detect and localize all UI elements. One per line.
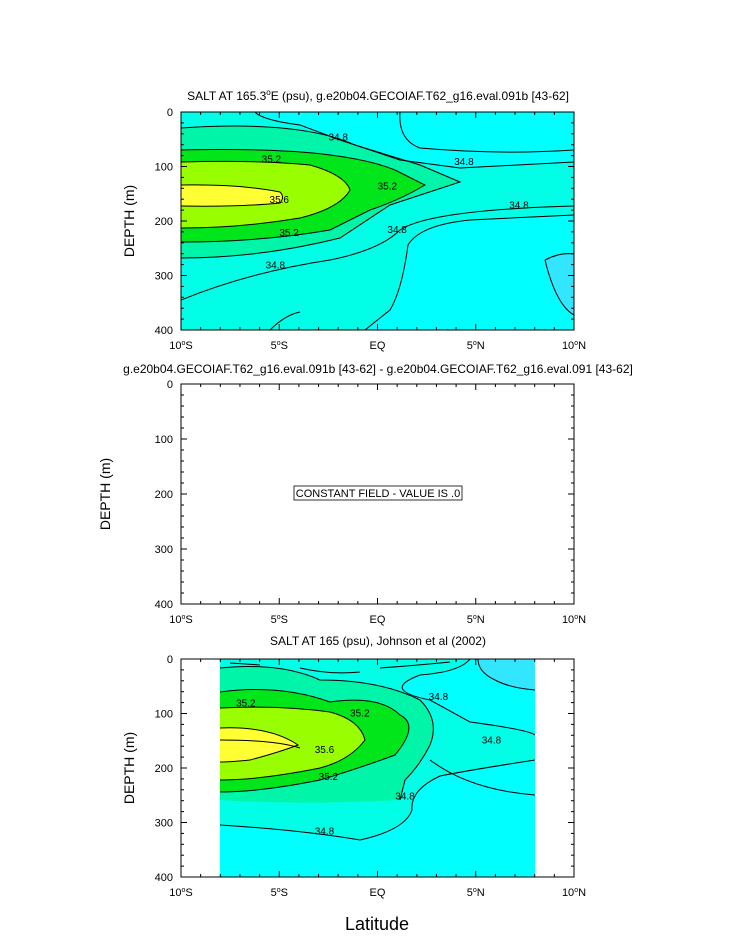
x-tick-label: 10oN — [562, 614, 586, 626]
y-tick-label: 100 — [155, 434, 173, 446]
y-tick-label: 0 — [167, 654, 173, 666]
y-tick-label: 300 — [155, 544, 173, 556]
panel1-ylabel: DEPTH (m) — [121, 185, 137, 257]
y-tick-label: 100 — [155, 709, 173, 721]
panel1-contour-labels: 34.8 35.2 34.8 35.6 35.2 34.8 35.2 34.8 34.8 — [262, 133, 529, 272]
constant-field-box — [293, 485, 463, 501]
y-tick-label: 400 — [155, 599, 173, 611]
y-tick-label: 100 — [155, 162, 173, 174]
x-tick-label: EQ — [370, 887, 386, 899]
panel3-contour-fill — [220, 659, 535, 877]
x-tick-label: 5oN — [467, 887, 485, 899]
y-tick-label: 300 — [155, 271, 173, 283]
y-tick-label: 300 — [155, 818, 173, 830]
panel1-axes: 10oS 5oS EQ 5oN 10oN 0 100 200 300 400 — [155, 107, 586, 352]
contour-label: 35.6 — [315, 745, 335, 756]
x-tick-label: 5oS — [271, 340, 288, 352]
x-tick-label: 10oS — [169, 887, 193, 899]
x-tick-label: 5oS — [271, 614, 288, 626]
contour-label: 34.8 — [454, 157, 474, 168]
panel3-contour-labels: 35.2 35.2 34.8 35.6 34.8 35.2 34.8 34.8 — [236, 692, 502, 838]
contour-label: 35.2 — [319, 772, 339, 783]
panel1-contour-fill — [181, 112, 574, 330]
y-tick-label: 400 — [155, 872, 173, 884]
panel-model-salinity: SALT AT 165.3oE (psu), g.e20b04.GECOIAF.… — [121, 88, 586, 352]
x-tick-label: 5oN — [467, 614, 485, 626]
contour-label: 34.8 — [315, 827, 335, 838]
contour-label: 34.8 — [429, 692, 449, 703]
contour-label: 34.8 — [328, 133, 348, 144]
panel-johnson-observations: SALT AT 165 (psu), Johnson et al (2002) — [121, 634, 586, 899]
contour-label: 34.8 — [482, 736, 502, 747]
panel3-ylabel: DEPTH (m) — [121, 732, 137, 804]
panel-difference: g.e20b04.GECOIAF.T62_g16.eval.091b [43-6… — [97, 362, 633, 626]
panel1-title: SALT AT 165.3oE (psu), g.e20b04.GECOIAF.… — [187, 88, 569, 103]
y-tick-label: 200 — [155, 489, 173, 501]
y-tick-label: 200 — [155, 216, 173, 228]
panel2-ylabel: DEPTH (m) — [97, 458, 113, 530]
x-tick-label: 10oN — [562, 887, 586, 899]
y-tick-label: 0 — [167, 107, 173, 119]
y-tick-label: 0 — [167, 379, 173, 391]
contour-label: 34.8 — [266, 261, 286, 272]
contour-label: 34.8 — [509, 201, 529, 212]
x-tick-label: 10oS — [169, 614, 193, 626]
x-tick-label: EQ — [370, 340, 386, 352]
y-tick-label: 200 — [155, 763, 173, 775]
panel3-axes: 10oS 5oS EQ 5oN 10oN 0 100 200 300 400 — [155, 654, 586, 899]
contour-label: 35.2 — [262, 154, 282, 165]
constant-field-annotation: CONSTANT FIELD - VALUE IS .0 — [296, 488, 460, 500]
contour-label: 35.2 — [279, 228, 299, 239]
panel2-title: g.e20b04.GECOIAF.T62_g16.eval.091b [43-6… — [123, 362, 633, 376]
contour-label: 35.2 — [378, 182, 398, 193]
contour-label: 34.8 — [395, 791, 415, 802]
x-tick-label: 5oN — [467, 340, 485, 352]
x-tick-label: 10oN — [562, 340, 586, 352]
x-tick-label: 5oS — [271, 887, 288, 899]
x-axis-label: Latitude — [345, 914, 409, 934]
panel2-axes: 10oS 5oS EQ 5oN 10oN 0 100 200 300 400 — [155, 379, 586, 626]
contour-label: 35.2 — [350, 708, 370, 719]
contour-label: 35.6 — [270, 195, 290, 206]
y-tick-label: 400 — [155, 325, 173, 337]
x-tick-label: 10oS — [169, 340, 193, 352]
panel3-title: SALT AT 165 (psu), Johnson et al (2002) — [270, 634, 486, 648]
contour-label: 35.2 — [236, 699, 256, 710]
x-tick-label: EQ — [370, 614, 386, 626]
contour-label: 34.8 — [387, 225, 407, 236]
